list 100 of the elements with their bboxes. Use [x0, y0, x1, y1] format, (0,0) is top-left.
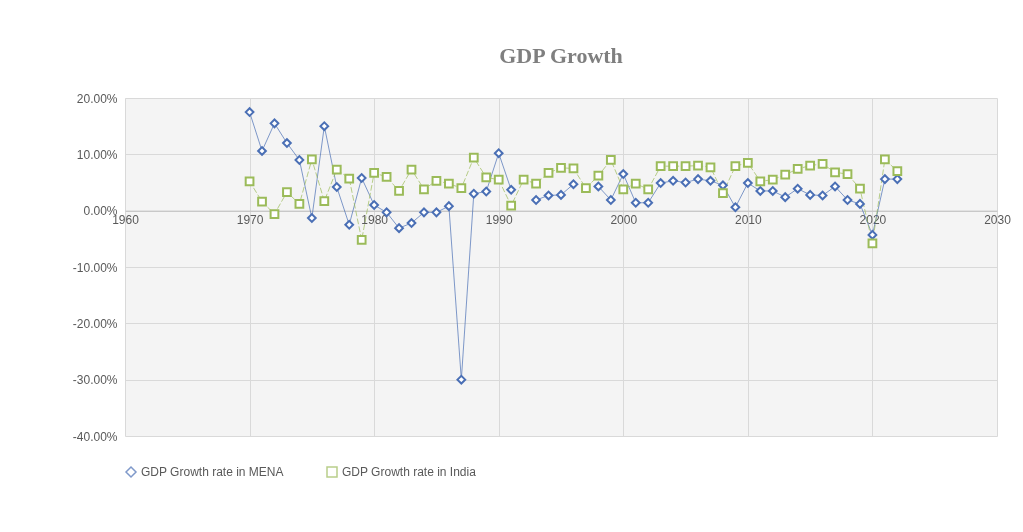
point: [543, 190, 554, 201]
point: [419, 184, 429, 195]
point: [257, 196, 267, 207]
point: [369, 200, 380, 210]
point: [394, 223, 404, 233]
point: [780, 192, 791, 203]
point: [269, 209, 280, 219]
y-tick-label: -40.00%: [72, 429, 118, 444]
x-tick-label: 2020: [859, 213, 887, 228]
x-tick-label: 1970: [236, 213, 264, 228]
point: [880, 174, 890, 184]
point: [855, 199, 865, 209]
point: [568, 179, 579, 190]
y-tick-label: -20.00%: [72, 316, 118, 331]
point: [381, 171, 392, 182]
point: [767, 186, 778, 196]
point: [817, 190, 828, 201]
point: [655, 161, 666, 172]
legend-label: GDP Growth rate in MENA: [141, 465, 284, 479]
point: [867, 238, 878, 249]
point: [842, 169, 853, 179]
x-tick-label: 1990: [485, 213, 513, 228]
point: [730, 202, 741, 213]
y-tick-label: -30.00%: [72, 373, 118, 388]
point: [257, 146, 267, 156]
point: [817, 159, 828, 169]
point: [655, 178, 666, 188]
point: [319, 121, 330, 132]
point: [618, 184, 629, 195]
point: [456, 183, 467, 194]
point: [481, 172, 492, 183]
point: [880, 154, 890, 165]
point: [643, 184, 654, 195]
point: [842, 195, 853, 205]
point: [269, 118, 280, 129]
point: [593, 181, 604, 192]
y-tick-label: 10.00%: [76, 147, 118, 162]
point: [855, 183, 865, 194]
chart-title: GDP Growth: [499, 43, 623, 68]
y-tick-label: -10.00%: [72, 260, 118, 275]
point: [306, 213, 317, 223]
point: [680, 161, 691, 172]
y-tick-label: 20.00%: [76, 91, 118, 106]
point: [493, 148, 504, 159]
point: [705, 162, 716, 173]
point: [319, 196, 330, 206]
point: [506, 200, 517, 211]
point: [668, 161, 678, 172]
point: [282, 187, 292, 197]
point: [344, 219, 355, 230]
point: [394, 186, 404, 196]
point: [693, 160, 703, 171]
point: [444, 201, 454, 212]
x-tick-label: 2010: [735, 213, 763, 228]
point: [742, 157, 753, 168]
point: [693, 174, 703, 184]
point: [792, 183, 803, 194]
point: [668, 175, 678, 186]
point: [444, 178, 454, 189]
point: [531, 178, 541, 189]
point: [493, 174, 504, 185]
point: [680, 177, 691, 188]
point: [581, 183, 591, 194]
point: [630, 178, 641, 189]
point: [406, 218, 417, 228]
point: [356, 235, 367, 245]
point: [244, 107, 255, 117]
point: [630, 197, 641, 208]
point: [767, 174, 778, 185]
point: [431, 207, 442, 218]
point: [431, 175, 442, 186]
point: [531, 195, 541, 205]
point: [730, 161, 741, 172]
point: [755, 176, 766, 187]
point: [830, 167, 840, 178]
point: [830, 181, 840, 192]
point: [605, 155, 616, 165]
point: [518, 174, 529, 185]
point: [419, 207, 429, 218]
legend-label: GDP Growth rate in India: [342, 465, 477, 479]
point: [294, 199, 305, 209]
point: [605, 195, 616, 205]
x-tick-label: 2000: [610, 213, 638, 228]
point: [892, 166, 903, 177]
point: [643, 197, 654, 208]
point: [805, 160, 816, 171]
point: [468, 188, 479, 199]
point: [369, 168, 380, 178]
point: [593, 170, 604, 181]
point: [718, 188, 728, 199]
point: [805, 190, 816, 200]
point: [792, 164, 803, 174]
point: [306, 154, 317, 165]
point: [344, 173, 355, 184]
x-tick-label: 1980: [361, 213, 389, 228]
point: [755, 186, 766, 196]
point: [331, 182, 342, 192]
x-tick-label: 2030: [984, 213, 1012, 228]
point: [556, 162, 566, 173]
point: [456, 374, 467, 385]
